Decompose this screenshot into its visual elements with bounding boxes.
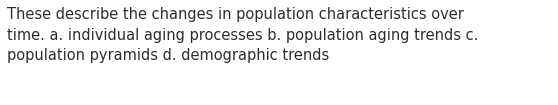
Text: These describe the changes in population characteristics over
time. a. individua: These describe the changes in population… <box>7 7 478 63</box>
